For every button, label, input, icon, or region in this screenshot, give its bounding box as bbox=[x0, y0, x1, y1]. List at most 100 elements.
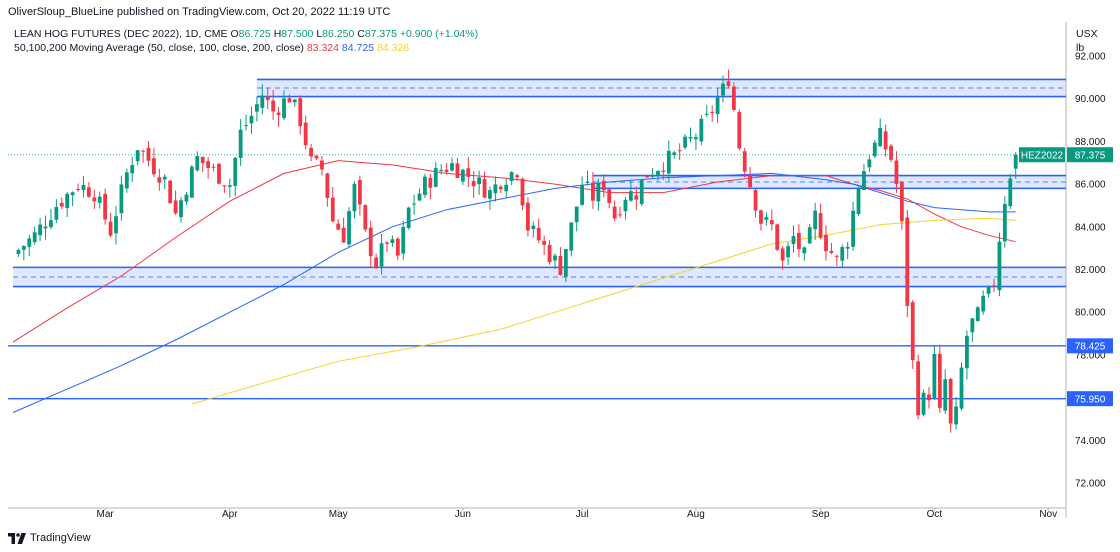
footer-brand[interactable]: TradingView bbox=[8, 532, 91, 544]
candle-body bbox=[731, 86, 736, 110]
candle-body bbox=[748, 175, 753, 188]
candle-body bbox=[1002, 204, 1007, 242]
candle-body bbox=[81, 184, 86, 190]
candle-body bbox=[1013, 154, 1018, 169]
candle-body bbox=[124, 172, 129, 189]
ma100-value: 84.725 bbox=[341, 42, 375, 54]
candle-body bbox=[406, 207, 411, 228]
price-change: +0.900 (+1.04%) bbox=[399, 28, 479, 40]
candle-body bbox=[666, 150, 671, 174]
candle-body bbox=[38, 224, 42, 236]
candle-body bbox=[70, 192, 75, 196]
candle-body bbox=[184, 194, 189, 202]
ohlc-values: O86.725 H87.500 L86.250 C87.375 bbox=[230, 28, 399, 40]
candle-body bbox=[992, 285, 996, 287]
candle-body bbox=[114, 216, 118, 234]
candle-body bbox=[943, 379, 948, 411]
candle-body bbox=[612, 206, 617, 219]
candle-body bbox=[970, 318, 975, 333]
candle-body bbox=[628, 191, 633, 201]
candle-body bbox=[276, 112, 281, 116]
last-price-label: 87.375 bbox=[1075, 151, 1106, 162]
candle-body bbox=[601, 180, 606, 191]
symbol-name: LEAN HOG FUTURES (DEC 2022), 1D, CME bbox=[14, 28, 228, 40]
candle-body bbox=[103, 193, 108, 220]
candle-body bbox=[325, 173, 330, 199]
candle-body bbox=[834, 255, 839, 257]
candle-body bbox=[498, 186, 503, 190]
candle-body bbox=[981, 295, 986, 312]
candle-body bbox=[775, 224, 780, 250]
x-tick-label: May bbox=[329, 509, 348, 520]
candle-body bbox=[688, 136, 693, 139]
candle-body bbox=[200, 156, 205, 164]
y-tick-label: 74.000 bbox=[1075, 436, 1106, 447]
candle-body bbox=[927, 394, 931, 401]
candle-body bbox=[504, 184, 509, 192]
candle-body bbox=[618, 214, 622, 216]
candle-body bbox=[108, 221, 113, 236]
candle-body bbox=[255, 104, 259, 112]
candle-body bbox=[217, 163, 221, 184]
candle-body bbox=[271, 100, 276, 112]
candle-body bbox=[797, 232, 801, 250]
candle-body bbox=[357, 180, 362, 205]
candle-body bbox=[937, 353, 942, 408]
candle-body bbox=[157, 177, 162, 183]
candle-body bbox=[423, 176, 427, 195]
ohlc-h: H87.500 bbox=[273, 28, 314, 40]
footer-brand-label: TradingView bbox=[30, 532, 91, 544]
candle-body bbox=[634, 195, 639, 200]
candle-body bbox=[152, 158, 156, 175]
candle-body bbox=[49, 220, 53, 228]
candle-body bbox=[829, 250, 834, 253]
candle-body bbox=[856, 188, 861, 215]
symbol-header: LEAN HOG FUTURES (DEC 2022), 1D, CME O86… bbox=[14, 28, 478, 40]
candle-body bbox=[352, 183, 357, 212]
candle-body bbox=[162, 176, 167, 180]
candle-body bbox=[574, 206, 579, 223]
y-tick-label: 80.000 bbox=[1075, 308, 1106, 319]
candle-body bbox=[596, 183, 601, 202]
symbol-tag-label: HEZ2022 bbox=[1021, 151, 1064, 162]
candle-body bbox=[439, 169, 444, 172]
candle-body bbox=[726, 81, 731, 87]
symbol-tag bbox=[1019, 147, 1065, 163]
candle-body bbox=[569, 222, 574, 251]
candle-body bbox=[244, 125, 248, 127]
candle-body bbox=[130, 165, 135, 174]
candle-body bbox=[412, 203, 416, 205]
candle-body bbox=[737, 112, 742, 149]
candle-body bbox=[179, 200, 183, 218]
candle-body bbox=[43, 226, 48, 229]
candle-body bbox=[21, 246, 26, 250]
candle-body bbox=[347, 211, 351, 245]
candle-body bbox=[542, 240, 547, 245]
candle-body bbox=[813, 210, 818, 230]
candle-body bbox=[878, 128, 883, 147]
x-tick-label: Oct bbox=[927, 509, 943, 520]
level-price-label: 75.950 bbox=[1075, 394, 1106, 405]
candle-body bbox=[639, 180, 644, 204]
candle-body bbox=[189, 166, 194, 198]
candle-body bbox=[493, 184, 498, 194]
y-tick-label: 88.000 bbox=[1075, 137, 1106, 148]
candle-body bbox=[656, 171, 660, 176]
candle-body bbox=[509, 172, 514, 182]
candle-body bbox=[173, 200, 178, 214]
candle-body bbox=[320, 160, 324, 170]
candle-body bbox=[536, 227, 541, 241]
moving-average-line bbox=[12, 172, 1016, 413]
candle-body bbox=[390, 239, 395, 243]
candle-body bbox=[883, 131, 888, 150]
candle-body bbox=[650, 175, 655, 177]
ma-label: 50,100,200 Moving Average (50, close, 10… bbox=[14, 42, 304, 54]
level-price-tag bbox=[1067, 338, 1113, 354]
candle-body bbox=[341, 227, 346, 243]
x-tick-label: Jul bbox=[576, 509, 589, 520]
candle-body bbox=[699, 118, 704, 142]
candle-body bbox=[704, 113, 709, 115]
candle-body bbox=[292, 99, 297, 103]
candle-body bbox=[455, 163, 460, 179]
